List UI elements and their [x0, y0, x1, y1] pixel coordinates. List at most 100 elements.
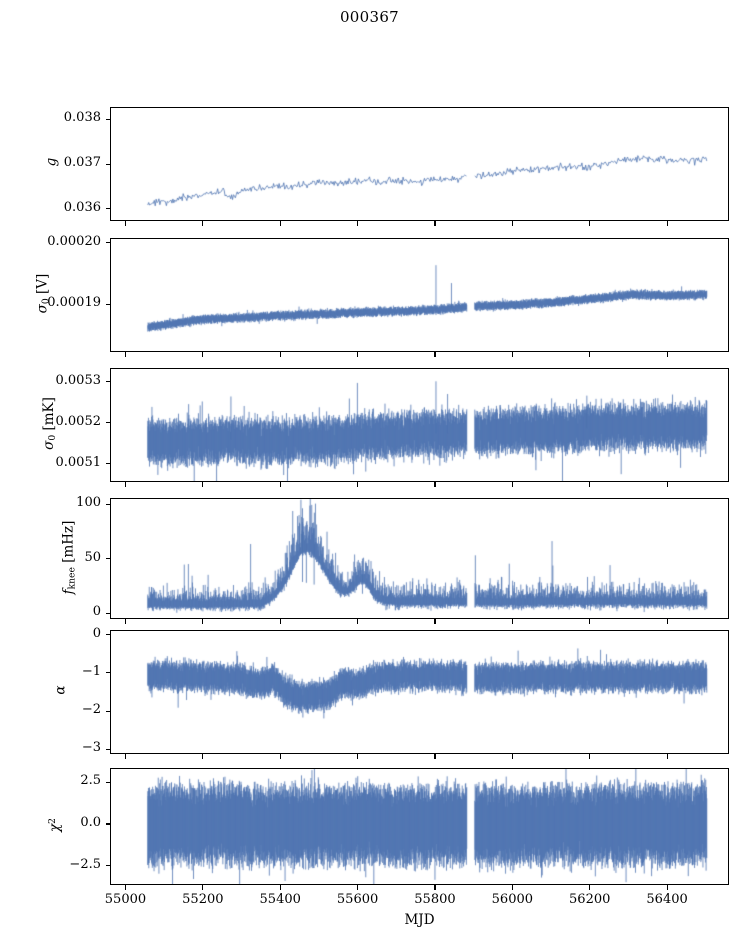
- x-tick-mark: [357, 619, 359, 624]
- y-tick-mark: [105, 748, 110, 750]
- x-tick-mark: [589, 352, 591, 357]
- plot-panel-sigma-0-mk-: [110, 368, 729, 482]
- y-tick-mark: [105, 634, 110, 636]
- plot-series-5: [111, 769, 728, 884]
- y-tick-mark: [105, 823, 110, 825]
- x-tick-mark: [511, 352, 513, 357]
- figure-title: 000367: [339, 8, 400, 26]
- x-tick-mark: [124, 352, 127, 357]
- x-tick-label: 56400: [646, 892, 688, 907]
- x-tick-mark: [202, 754, 204, 759]
- y-tick-label: 100: [76, 495, 101, 510]
- y-axis-label-4: α: [52, 685, 69, 695]
- y-tick-mark: [105, 303, 110, 305]
- x-tick-label: 56200: [569, 892, 611, 907]
- x-tick-mark: [124, 221, 127, 226]
- y-axis-label-2: σ0 [mK]: [40, 397, 58, 450]
- x-tick-mark: [357, 482, 359, 487]
- y-tick-mark: [105, 710, 110, 712]
- x-tick-mark: [124, 619, 127, 624]
- x-tick-mark: [279, 754, 281, 759]
- y-tick-mark: [105, 781, 110, 783]
- x-tick-mark: [357, 352, 359, 357]
- x-tick-mark: [666, 482, 668, 487]
- plot-panel-g: [110, 107, 729, 221]
- x-tick-mark: [279, 482, 281, 487]
- y-tick-mark: [105, 208, 110, 210]
- x-tick-label: 55000: [104, 892, 147, 907]
- x-tick-label: 55400: [259, 892, 301, 907]
- y-tick-label: 0.0051: [55, 454, 102, 470]
- x-tick-mark: [666, 619, 668, 624]
- plot-panel-sigma-0-v-: [110, 238, 729, 352]
- y-tick-mark: [105, 163, 110, 165]
- y-tick-label: 0.00019: [47, 295, 101, 311]
- x-tick-mark: [124, 482, 127, 487]
- x-tick-mark: [511, 885, 513, 890]
- y-tick-label: 0.0052: [55, 413, 102, 429]
- x-tick-mark: [589, 482, 591, 487]
- x-tick-mark: [357, 885, 359, 890]
- y-tick-label: 50: [84, 549, 101, 565]
- x-tick-mark: [434, 885, 436, 890]
- y-axis-label-3: fknee [mHz]: [60, 520, 78, 594]
- x-tick-mark: [202, 619, 204, 624]
- y-tick-label: 2.5: [80, 773, 101, 789]
- y-axis-label-0: g: [43, 157, 60, 167]
- plot-series-3: [111, 499, 728, 618]
- y-axis-label-1: σ0 [V]: [34, 273, 52, 314]
- y-tick-mark: [105, 242, 110, 244]
- x-tick-mark: [279, 885, 281, 890]
- x-tick-mark: [434, 221, 436, 226]
- plot-panel-f-knee-mhz-: [110, 498, 729, 619]
- x-tick-mark: [511, 482, 513, 487]
- y-tick-mark: [105, 463, 110, 465]
- plot-series-0: [111, 108, 728, 220]
- x-tick-mark: [511, 221, 513, 226]
- y-tick-label: −1: [81, 663, 101, 679]
- x-tick-mark: [666, 754, 668, 759]
- y-tick-label: 0.00020: [47, 233, 101, 249]
- x-tick-mark: [589, 619, 591, 624]
- y-tick-label: 0: [92, 604, 101, 620]
- plot-series-4: [111, 631, 728, 753]
- y-tick-label: 0.036: [63, 199, 101, 215]
- plot-panel-chi-2: [110, 768, 729, 885]
- x-tick-mark: [202, 482, 204, 487]
- y-tick-mark: [105, 118, 110, 121]
- x-tick-mark: [589, 754, 591, 759]
- x-tick-mark: [279, 619, 281, 624]
- y-tick-mark: [105, 672, 110, 674]
- x-axis-label: MJD: [404, 912, 435, 928]
- x-tick-mark: [124, 885, 127, 890]
- x-tick-mark: [511, 754, 513, 759]
- x-tick-mark: [202, 352, 204, 357]
- x-tick-mark: [589, 885, 591, 890]
- y-tick-label: −2: [81, 702, 101, 718]
- x-tick-label: 55800: [414, 892, 456, 907]
- y-tick-mark: [105, 865, 110, 867]
- plot-series-2: [111, 369, 728, 481]
- x-tick-mark: [357, 221, 359, 226]
- y-tick-mark: [105, 381, 110, 383]
- y-tick-mark: [105, 612, 110, 614]
- x-tick-mark: [202, 221, 204, 226]
- x-tick-label: 55200: [182, 892, 224, 907]
- y-tick-mark: [105, 422, 110, 424]
- x-tick-mark: [434, 754, 436, 759]
- x-tick-mark: [279, 221, 281, 226]
- y-tick-label: −2.5: [69, 856, 101, 872]
- x-tick-mark: [511, 619, 513, 624]
- x-tick-mark: [434, 352, 436, 357]
- x-tick-mark: [666, 352, 668, 357]
- x-tick-mark: [279, 352, 281, 357]
- y-axis-label-5: χ2: [47, 817, 64, 832]
- y-tick-mark: [105, 558, 110, 560]
- x-tick-mark: [434, 619, 436, 624]
- y-tick-label: 0.037: [63, 155, 101, 170]
- y-tick-mark: [105, 503, 110, 505]
- x-tick-mark: [589, 221, 591, 226]
- x-tick-label: 56000: [491, 892, 534, 907]
- y-tick-label: 0.0053: [55, 372, 102, 388]
- y-tick-label: 0.038: [63, 110, 101, 126]
